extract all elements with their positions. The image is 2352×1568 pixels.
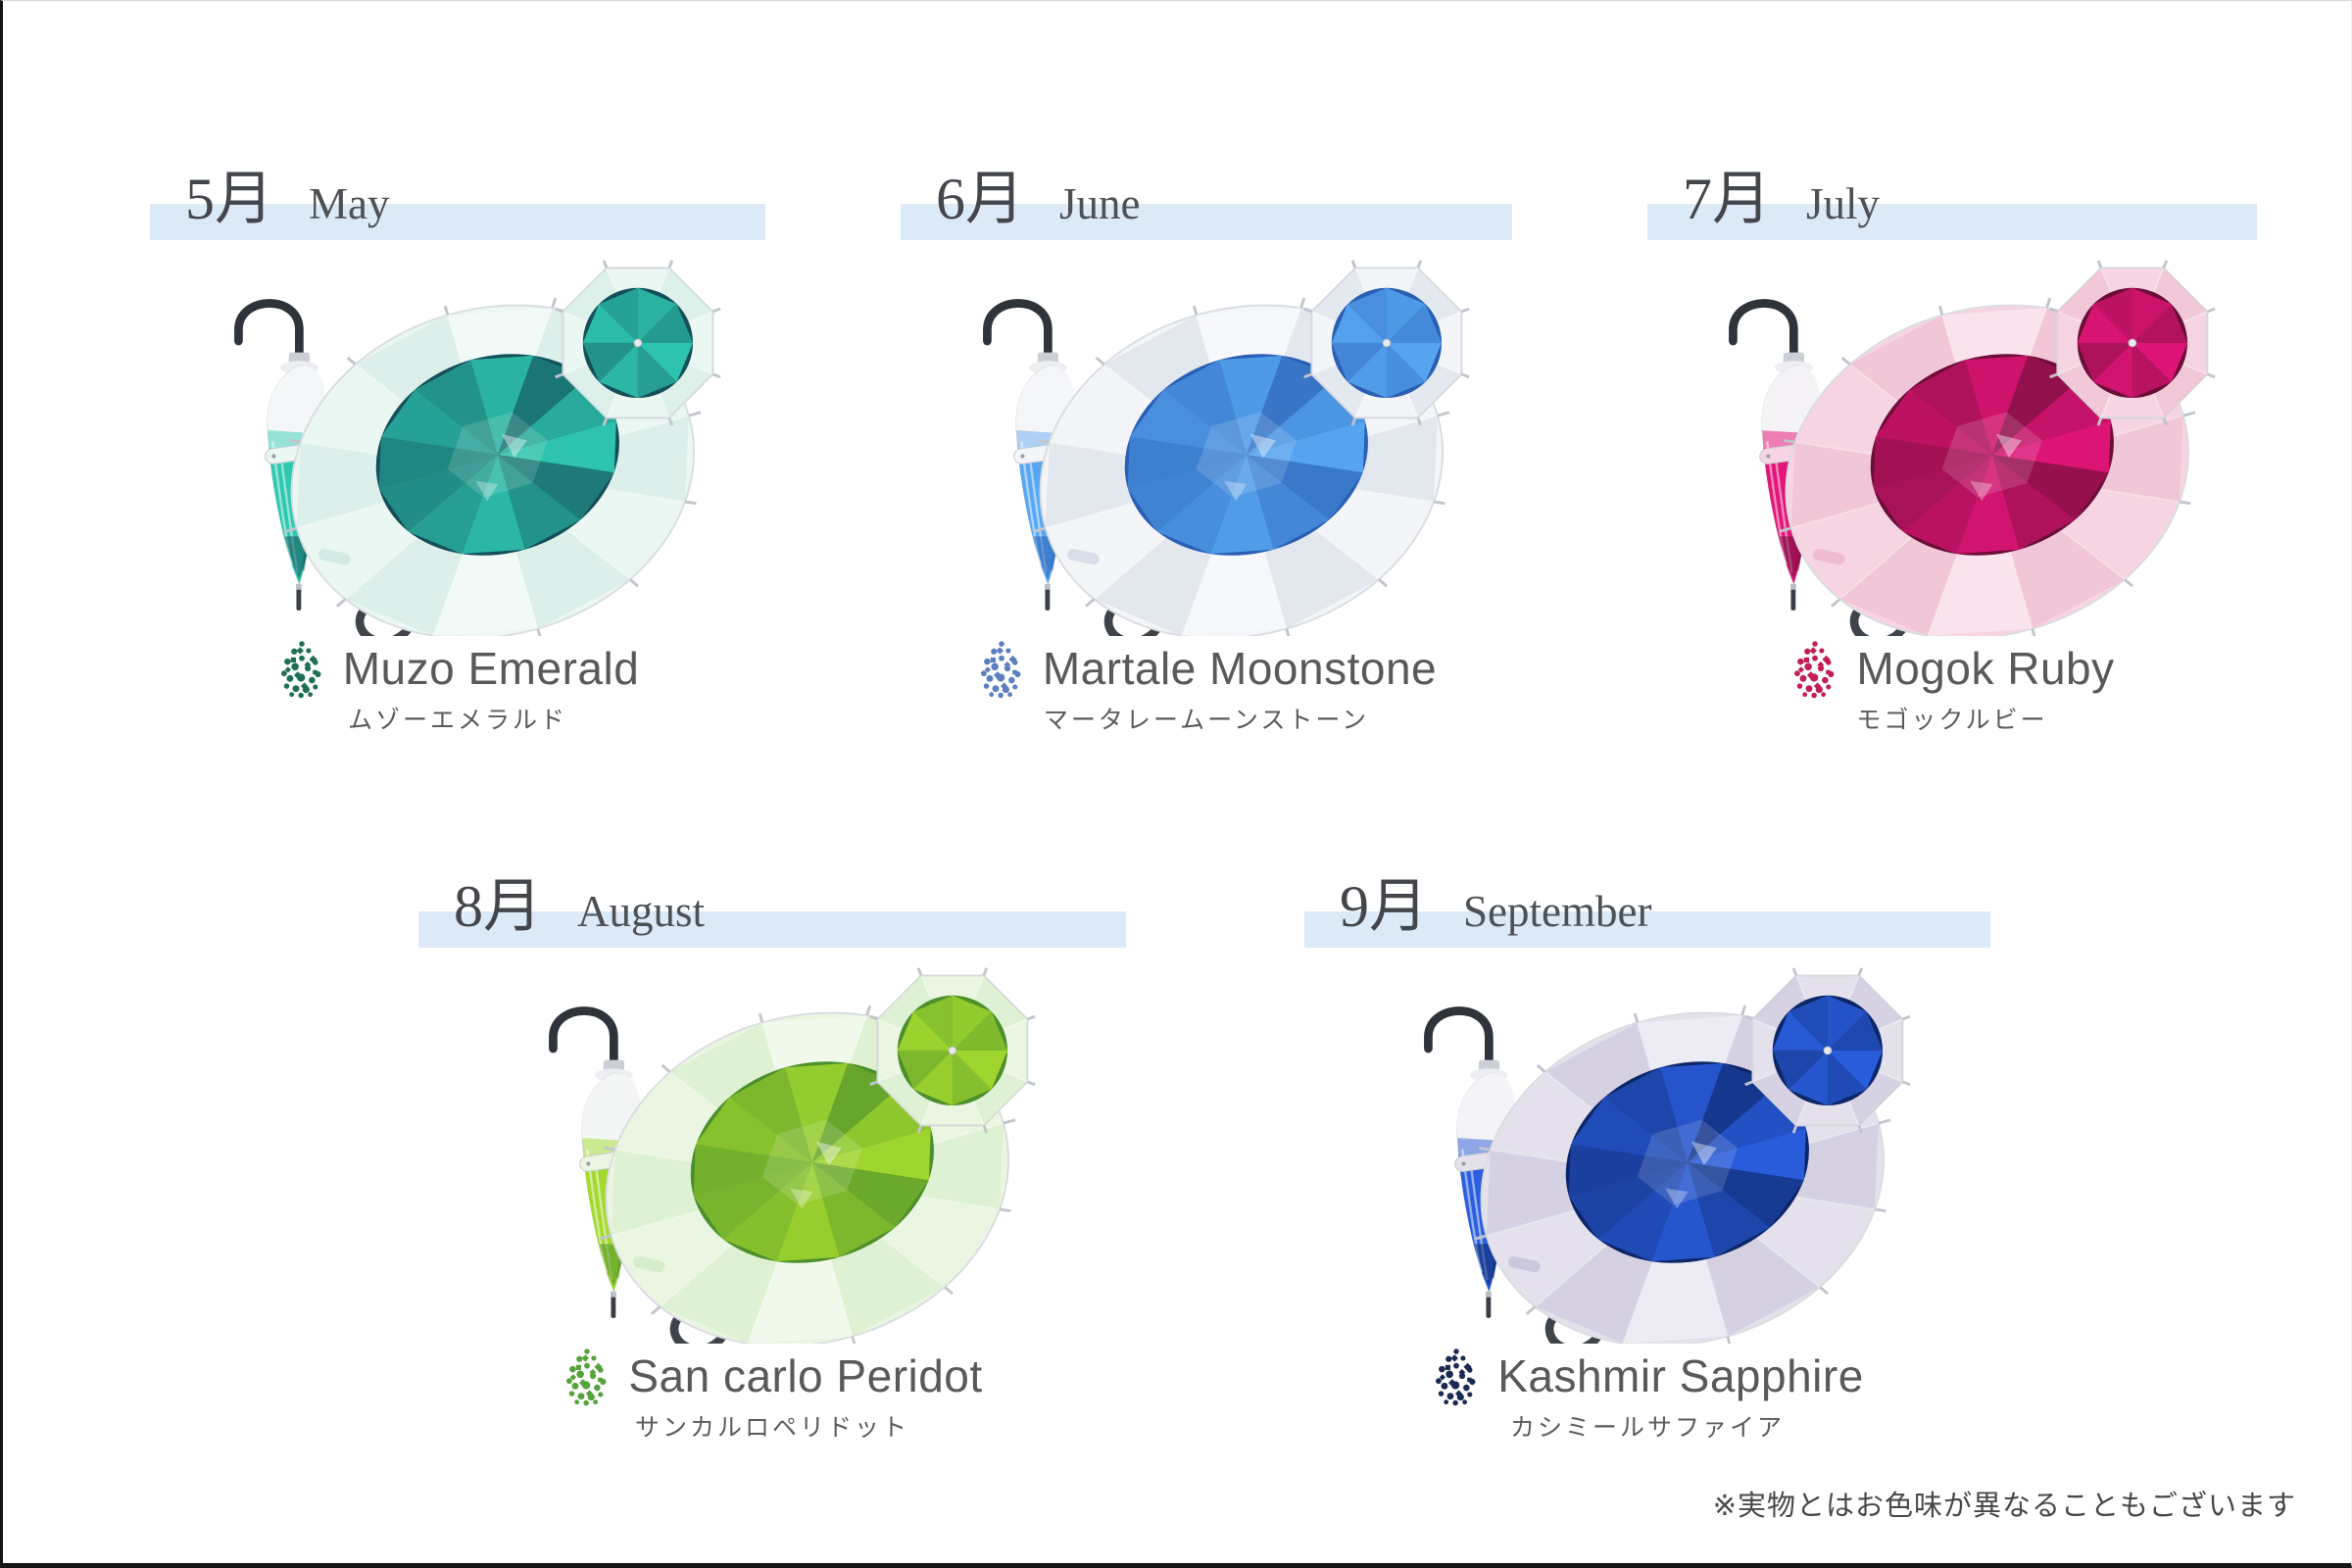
umbrella-illustration: [549, 967, 1036, 1344]
umbrella-top-view: [869, 967, 1036, 1134]
month-header: 5月 May: [150, 156, 765, 246]
product-name: Kashmir Sapphire: [1497, 1350, 1864, 1401]
month-label-en: September: [1463, 887, 1652, 936]
month-label-en: August: [577, 887, 706, 936]
month-label-jp: 6月: [936, 167, 1024, 231]
month-label-en: June: [1059, 179, 1141, 228]
product-name-jp: ムゾーエメラルド: [347, 707, 567, 734]
open-umbrella: [1779, 297, 2196, 636]
month-header: 7月 July: [1647, 156, 2257, 246]
product-name: San carlo Peridot: [628, 1350, 983, 1401]
gem-print: [375, 354, 619, 556]
product-name-jp: サンカルロペリドット: [634, 1414, 909, 1442]
product-name: Mogok Ruby: [1856, 643, 2115, 694]
umbrella-artwork: [901, 252, 1512, 636]
gem-print: [1124, 354, 1368, 556]
product-name-jp: カシミールサファイア: [1509, 1414, 1785, 1442]
month-header: 9月 September: [1304, 863, 1990, 954]
month-label-jp: 7月: [1683, 167, 1771, 231]
product-section-may: 5月 May: [150, 156, 765, 736]
gem-drop-icon: [566, 1348, 607, 1406]
month-header: 8月 August: [418, 863, 1126, 954]
product-section-september: 9月 September: [1304, 863, 1990, 1444]
umbrella-artwork: [150, 252, 765, 636]
umbrella-top-view: [2049, 260, 2216, 426]
month-header-band: [418, 911, 1126, 948]
gem-drop-icon: [1431, 1346, 1482, 1406]
gem-drop-icon: [976, 638, 1027, 699]
month-label-jp: 8月: [454, 874, 542, 939]
gem-print: [1565, 1061, 1809, 1263]
month-header-band: [1304, 911, 1990, 948]
month-label-jp: 5月: [185, 167, 273, 231]
gem-drop-icon: [280, 641, 321, 699]
gem-drop-icon: [980, 641, 1021, 699]
month-label-jp: 9月: [1340, 874, 1428, 939]
month-header: 6月 June: [901, 156, 1512, 246]
color-disclaimer-note: ※実物とはお色味が異なることもございます: [1712, 1491, 2296, 1522]
gem-drop-icon: [1436, 1348, 1476, 1406]
month-header-band: [901, 204, 1512, 240]
umbrella-illustration: [1729, 260, 2216, 636]
gem-print: [690, 1061, 934, 1263]
month-label-en: July: [1806, 179, 1881, 228]
gem-print: [1870, 354, 2114, 556]
month-header-band: [150, 204, 765, 240]
product-section-june: 6月 June: [901, 156, 1512, 736]
umbrella-illustration: [983, 260, 1470, 636]
umbrella-illustration: [234, 260, 721, 636]
gem-drop-icon: [562, 1346, 612, 1406]
product-section-july: 7月 July: [1647, 156, 2257, 736]
gem-drop-icon: [276, 638, 327, 699]
product-section-august: 8月 August: [418, 863, 1126, 1444]
gem-drop-icon: [1794, 641, 1835, 699]
umbrella-artwork: [1304, 959, 1990, 1344]
umbrella-artwork: [1647, 252, 2257, 636]
product-name-jp: マータレームーンストーン: [1043, 707, 1370, 734]
umbrella-illustration: [1424, 967, 1911, 1344]
month-label-en: May: [309, 179, 390, 228]
product-name-jp: モゴックルビー: [1856, 707, 2048, 734]
month-header-band: [1647, 204, 2257, 240]
product-name: Martale Moonstone: [1042, 643, 1438, 694]
umbrella-artwork: [418, 959, 1126, 1344]
umbrella-top-view: [1303, 260, 1470, 426]
umbrella-top-view: [555, 260, 721, 426]
product-name: Muzo Emerald: [342, 643, 640, 694]
gem-drop-icon: [1789, 638, 1840, 699]
umbrella-top-view: [1744, 967, 1911, 1134]
